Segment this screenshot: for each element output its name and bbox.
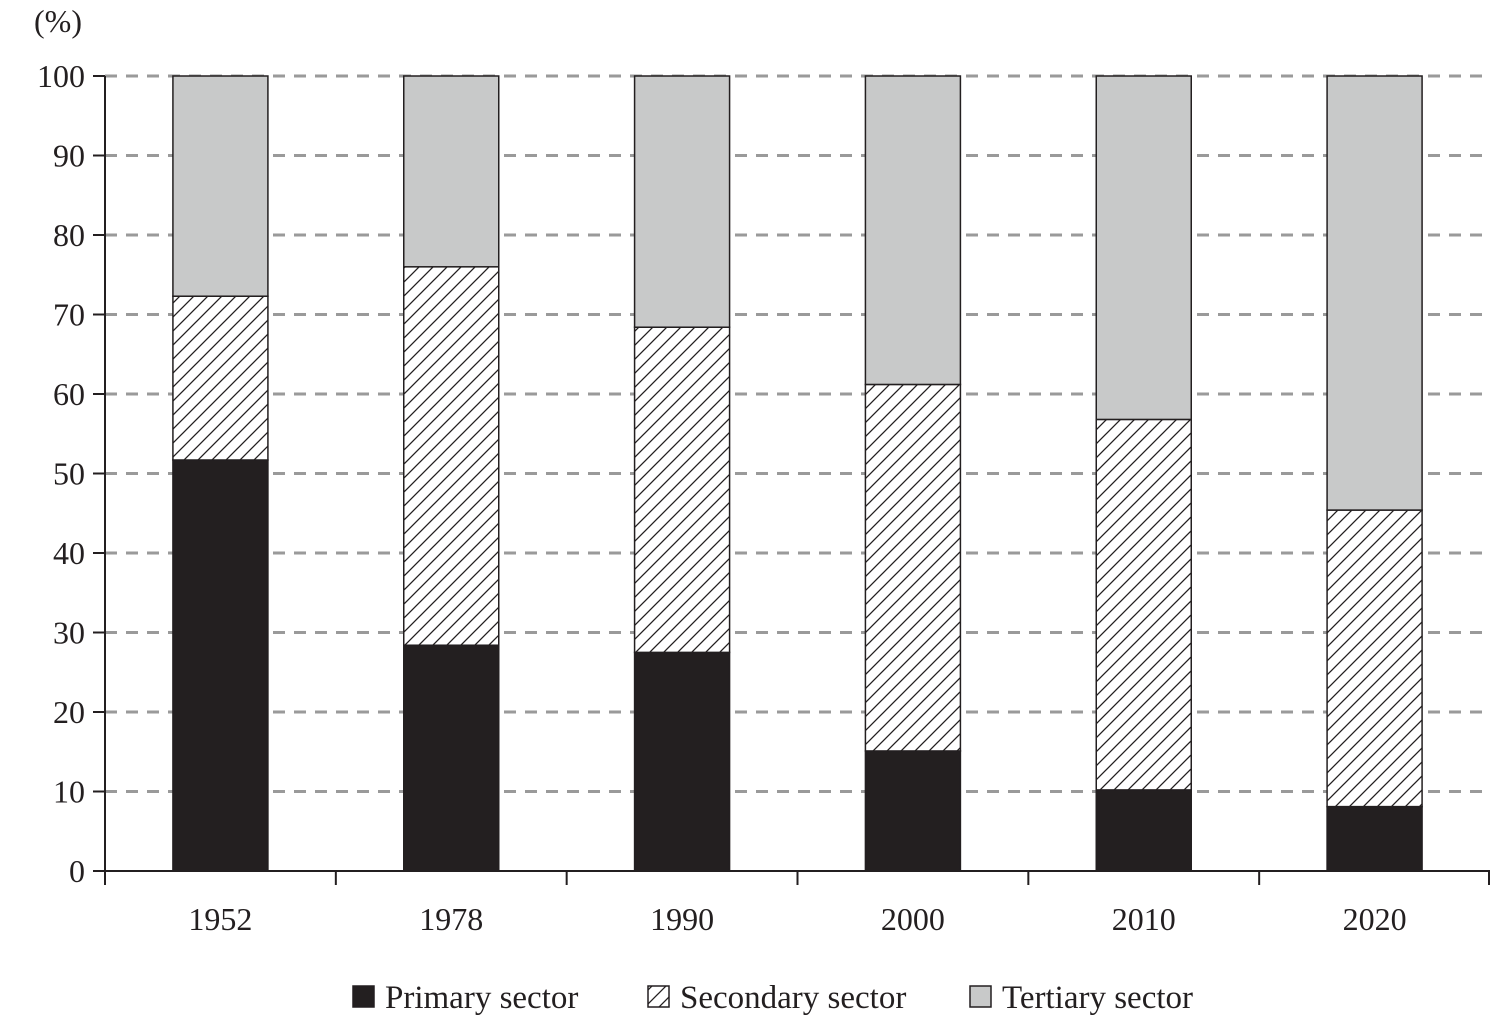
- legend-swatch: [969, 985, 992, 1008]
- bar-segment-tertiary-sector-2020: [1326, 75, 1423, 511]
- bar-segment-primary-sector-2010: [1095, 789, 1192, 872]
- bar-segment-tertiary-sector-2000: [864, 75, 962, 386]
- x-tick-label: 1990: [650, 901, 714, 937]
- y-tick-label: 0: [69, 853, 85, 889]
- y-tick-label: 80: [53, 217, 85, 253]
- bar-segment-secondary-sector-2010: [1095, 418, 1192, 791]
- bar-segment-primary-sector-2000: [864, 750, 962, 872]
- y-tick-label: 50: [53, 456, 85, 492]
- bar-segment-primary-sector-1978: [403, 644, 500, 872]
- axes: 1952 1978 1990 2000 2010 2020 0 10 20 30 40 50 60 70 8…: [37, 58, 1490, 937]
- x-tick-label: 1952: [188, 901, 252, 937]
- bar-segment-primary-sector-1952: [172, 459, 269, 872]
- bar-segment-primary-sector-2020: [1326, 805, 1423, 872]
- y-axis-label: (%): [34, 3, 82, 39]
- bar-segment-tertiary-sector-1952: [172, 75, 269, 297]
- legend-label: Secondary sector: [680, 980, 906, 1016]
- bar-segment-tertiary-sector-1978: [403, 75, 500, 268]
- x-tick-label: 2010: [1112, 901, 1176, 937]
- bar-segment-secondary-sector-2000: [864, 383, 962, 752]
- y-tick-label: 100: [37, 58, 85, 94]
- bar-segment-tertiary-sector-1990: [633, 75, 731, 328]
- legend-swatch: [352, 985, 375, 1008]
- x-tick-label: 1978: [419, 901, 483, 937]
- bar-segment-secondary-sector-1952: [172, 295, 269, 461]
- y-tick-label: 60: [53, 376, 85, 412]
- y-tick-label: 70: [53, 297, 85, 333]
- y-tick-label: 30: [53, 615, 85, 651]
- bars: [172, 75, 1423, 872]
- x-tick-label: 2020: [1343, 901, 1407, 937]
- y-tick-label: 40: [53, 535, 85, 571]
- bar-segment-primary-sector-1990: [633, 651, 731, 872]
- legend-label: Primary sector: [385, 980, 578, 1016]
- y-tick-label: 10: [53, 774, 85, 810]
- bar-segment-secondary-sector-1990: [633, 326, 731, 654]
- y-tick-label: 90: [53, 138, 85, 174]
- y-tick-label: 20: [53, 694, 85, 730]
- bar-segment-tertiary-sector-2010: [1095, 75, 1192, 421]
- bar-segment-secondary-sector-1978: [403, 266, 500, 646]
- x-tick-label: 2000: [881, 901, 945, 937]
- legend-label: Tertiary sector: [1002, 980, 1193, 1016]
- legend-swatch: [647, 985, 670, 1008]
- bar-segment-secondary-sector-2020: [1326, 509, 1423, 808]
- legend: Primary sector Secondary sector Tertiary s…: [352, 980, 1193, 1016]
- gridlines: [105, 74, 1490, 793]
